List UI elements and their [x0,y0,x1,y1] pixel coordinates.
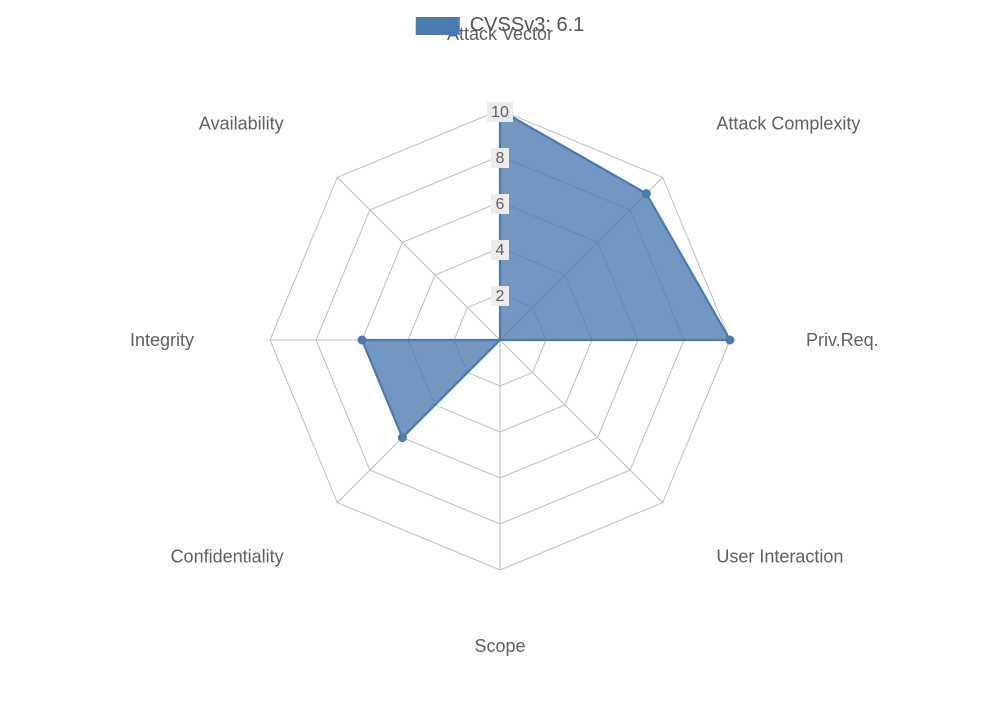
series-polygon [362,110,730,438]
axis-label: Confidentiality [171,546,284,566]
legend-label: CVSSv3: 6.1 [470,14,585,37]
r-tick-label: 10 [491,104,509,121]
chart-legend: CVSSv3: 6.1 [416,14,585,37]
axis-label: Availability [199,114,284,134]
r-tick-label: 4 [496,242,505,259]
grid-spoke [337,177,500,340]
axis-label: Attack Complexity [716,114,860,134]
axis-label: User Interaction [716,546,843,566]
series-point [642,190,650,198]
axis-label: Integrity [130,330,194,350]
radar-svg: 246810Attack VectorAttack ComplexityPriv… [0,0,1000,700]
legend-swatch [416,17,460,35]
grid-spoke [500,340,663,503]
series-point [398,434,406,442]
r-tick-label: 6 [496,196,505,213]
r-tick-label: 8 [496,150,505,167]
series-point [358,336,366,344]
r-tick-label: 2 [496,288,505,305]
axis-label: Scope [474,636,525,656]
axis-label: Priv.Req. [806,330,879,350]
series-point [726,336,734,344]
radar-chart-container: CVSSv3: 6.1 246810Attack VectorAttack Co… [0,0,1000,700]
